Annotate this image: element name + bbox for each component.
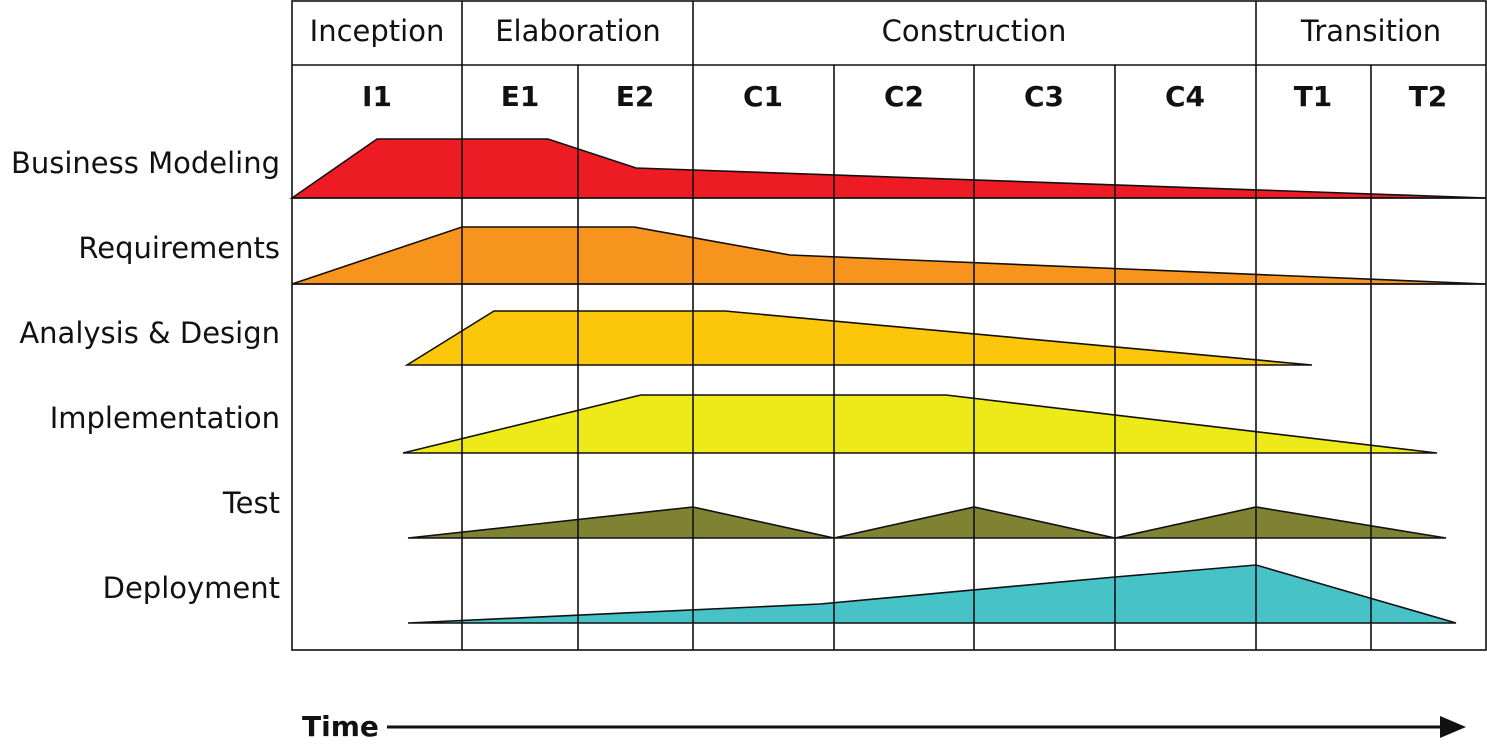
iteration-label: T2 [1409, 80, 1448, 113]
phase-label: Inception [310, 14, 445, 48]
iteration-label: C3 [1024, 80, 1064, 113]
business-modeling-hump [289, 138, 1487, 199]
iteration-label: C4 [1165, 80, 1205, 113]
iteration-label: C1 [743, 80, 783, 113]
discipline-label: Requirements [78, 231, 280, 265]
discipline-label: Implementation [50, 401, 280, 435]
time-arrowhead [1440, 716, 1466, 738]
deployment-hump [407, 564, 1457, 624]
iteration-label: I1 [362, 80, 392, 113]
phase-label: Elaboration [495, 14, 661, 48]
discipline-label: Deployment [103, 571, 280, 605]
iteration-label: T1 [1294, 80, 1333, 113]
phase-label: Construction [882, 14, 1067, 48]
discipline-label: Analysis & Design [19, 316, 280, 350]
iteration-label: E2 [616, 80, 655, 113]
iteration-label: E1 [501, 80, 540, 113]
implementation-hump [402, 394, 1438, 454]
time-label: Time [302, 710, 379, 743]
discipline-label: Business Modeling [11, 146, 280, 180]
iteration-label: C2 [884, 80, 924, 113]
test-hump [407, 506, 1447, 539]
phase-label: Transition [1300, 14, 1441, 48]
analysis-design-hump [404, 310, 1313, 366]
requirements-hump [291, 226, 1487, 285]
table-border [291, 0, 1487, 651]
discipline-label: Test [222, 486, 280, 520]
